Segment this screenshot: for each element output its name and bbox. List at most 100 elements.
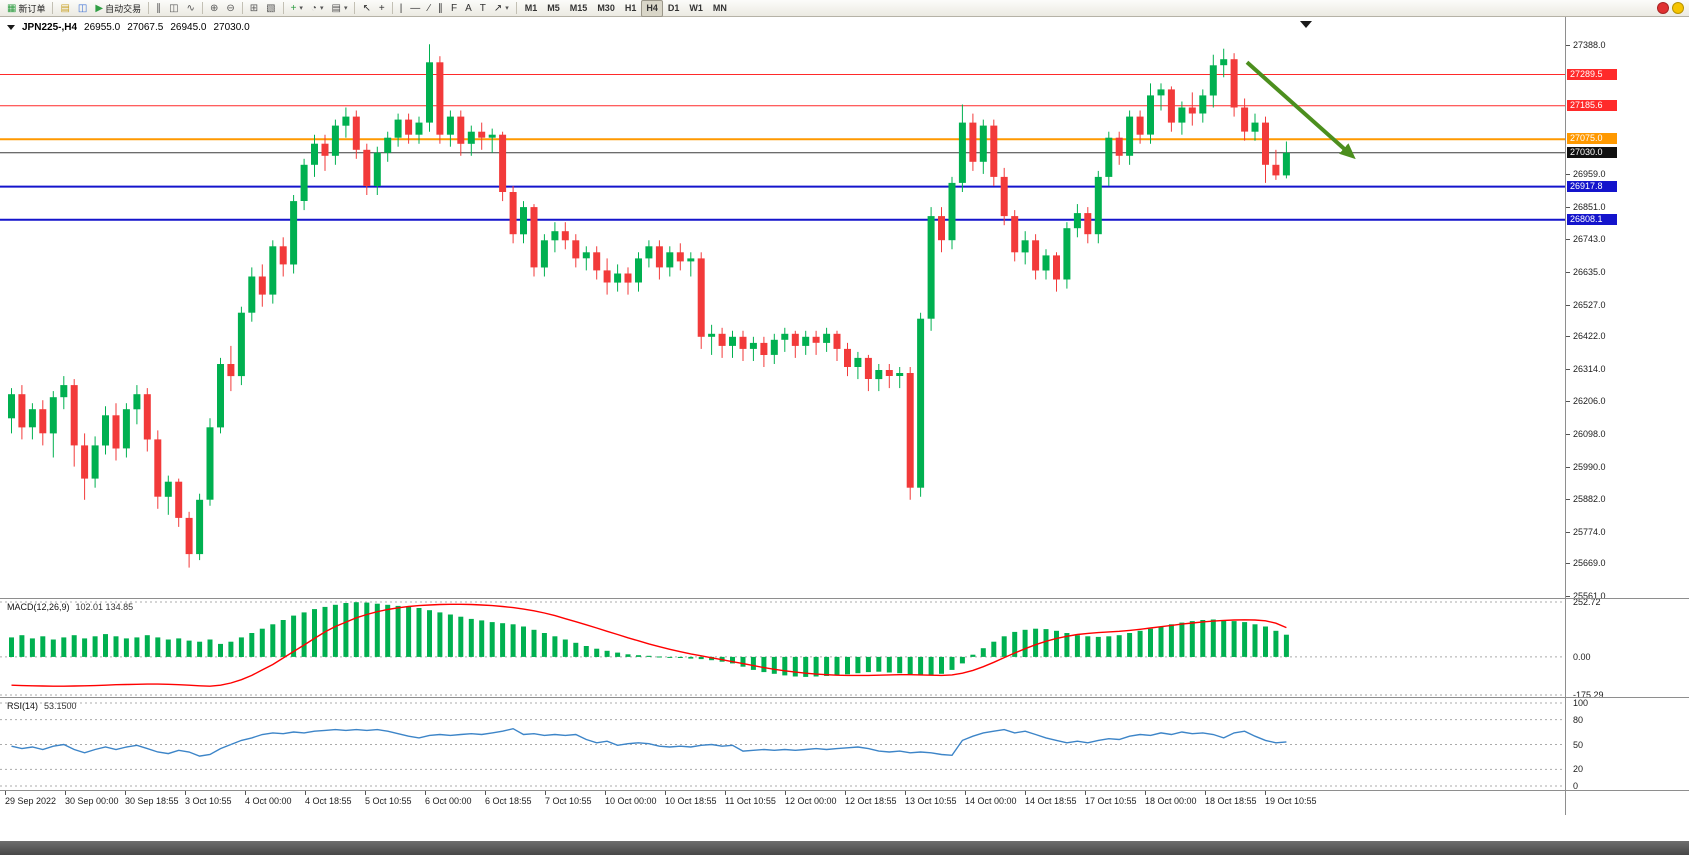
macd-histogram-bar xyxy=(562,639,568,657)
timeframe-D1[interactable]: D1 xyxy=(667,3,680,13)
timeframe-W1[interactable]: W1 xyxy=(689,3,703,13)
zoom-in-button[interactable]: ⊕ xyxy=(206,0,222,17)
candle-body xyxy=(990,125,998,177)
timeframe-M1[interactable]: M1 xyxy=(524,3,538,13)
time-axis-label: 12 Oct 00:00 xyxy=(785,796,837,806)
timeframe-M15[interactable]: M15 xyxy=(569,3,588,13)
candle-body xyxy=(175,481,183,518)
price-axis-label: 26527.0 xyxy=(1573,299,1606,310)
candle-body xyxy=(1053,255,1060,280)
rsi-axis-label: 0 xyxy=(1573,781,1579,791)
fibonacci-button[interactable]: F xyxy=(447,0,461,17)
periods-button[interactable]: ◔ ▾ xyxy=(307,0,328,17)
time-tick xyxy=(1085,791,1086,795)
price-axis-tickmark xyxy=(1566,596,1570,597)
candle-body xyxy=(279,246,287,265)
candle-body xyxy=(269,246,277,295)
candle-body xyxy=(1126,116,1134,156)
macd-histogram-bar xyxy=(165,639,171,657)
macd-histogram-bar xyxy=(385,604,391,657)
text-button[interactable]: A xyxy=(461,0,476,17)
time-tick xyxy=(905,791,906,795)
chart-window-button[interactable]: ▤ xyxy=(56,0,73,17)
templates-button[interactable]: ▤ ▾ xyxy=(327,0,351,17)
time-axis-label: 14 Oct 18:55 xyxy=(1025,796,1077,806)
candle-body xyxy=(624,273,632,283)
cursor-button[interactable]: ↖ xyxy=(358,0,374,17)
macd-histogram-bar xyxy=(447,614,453,657)
macd-histogram-bar xyxy=(1106,636,1112,657)
status-icon-red[interactable] xyxy=(1657,2,1669,14)
time-axis-label: 3 Oct 10:55 xyxy=(185,796,232,806)
line-chart-button[interactable]: ∿ xyxy=(183,0,199,17)
candlestick-chart-button[interactable]: ◫ xyxy=(165,0,182,17)
time-axis[interactable]: 29 Sep 2022 30 Sep 00:00 30 Sep 18:55 3 Oct… xyxy=(0,791,1565,815)
macd-histogram-bar xyxy=(1116,635,1122,657)
vertical-line-button[interactable]: | xyxy=(396,0,407,17)
bottom-bar xyxy=(0,841,1689,855)
price-axis[interactable]: 27388.0 26959.0 26851.0 26743.0 26635.0 26527… xyxy=(1565,17,1689,815)
horizontal-line-button[interactable]: — xyxy=(406,0,424,17)
price-chart-plot[interactable] xyxy=(0,17,1565,598)
chart-shift-marker[interactable] xyxy=(1300,21,1312,28)
new-order-button[interactable]: ▦ 新订单 xyxy=(3,0,49,17)
candle-body xyxy=(885,370,893,376)
time-tick xyxy=(1025,791,1026,795)
tile-windows-button[interactable]: ⊞ xyxy=(246,0,262,17)
time-tick xyxy=(65,791,66,795)
price-axis-label: 26959.0 xyxy=(1573,169,1606,180)
trendline-button[interactable]: ∕ xyxy=(424,0,434,17)
collapse-arrow-icon[interactable] xyxy=(7,25,15,30)
timeframe-MN[interactable]: MN xyxy=(712,3,727,13)
rsi-plot[interactable] xyxy=(0,698,1565,790)
price-level-badge: 27030.0 xyxy=(1567,146,1617,158)
time-tick xyxy=(1145,791,1146,795)
price-axis-label: 26422.0 xyxy=(1573,331,1606,342)
indicators-button[interactable]: + ▾ xyxy=(287,0,307,17)
timeframe-H1[interactable]: H1 xyxy=(624,3,637,13)
candle-body xyxy=(227,364,235,377)
arrows-button[interactable]: ↗ ▾ xyxy=(490,0,513,17)
macd-histogram-bar xyxy=(113,636,119,657)
macd-values: 102.01 134.85 xyxy=(75,602,134,612)
macd-histogram-bar xyxy=(374,603,380,657)
macd-plot[interactable] xyxy=(0,599,1565,697)
equidistant-channel-button[interactable]: ∥ xyxy=(434,0,447,17)
macd-histogram-bar xyxy=(750,656,756,670)
candle-body xyxy=(1094,176,1102,235)
time-tick xyxy=(725,791,726,795)
macd-histogram-bar xyxy=(1221,620,1227,657)
macd-axis-label: 252.72 xyxy=(1573,597,1601,607)
zoom-out-button[interactable]: ⊖ xyxy=(222,0,238,17)
macd-histogram-bar xyxy=(1189,621,1195,657)
status-icon-yellow[interactable] xyxy=(1672,2,1684,14)
crosshair-button[interactable]: + xyxy=(375,0,389,17)
timeframe-M30[interactable]: M30 xyxy=(597,3,615,13)
timeframe-M5[interactable]: M5 xyxy=(547,3,560,13)
time-tick xyxy=(185,791,186,795)
toolbar-separator xyxy=(282,2,284,14)
auto-arrange-button[interactable]: ▧ xyxy=(262,0,279,17)
market-watch-button[interactable]: ◫ xyxy=(74,0,91,17)
time-tick xyxy=(1205,791,1206,795)
macd-histogram-bar xyxy=(939,656,944,674)
macd-histogram-bar xyxy=(573,642,579,657)
macd-histogram-bar xyxy=(834,656,840,676)
text-label-button[interactable]: T xyxy=(476,0,490,17)
autotrading-button[interactable]: ▶ 自动交易 xyxy=(91,0,145,17)
time-axis-label: 7 Oct 10:55 xyxy=(545,796,592,806)
macd-histogram-bar xyxy=(771,656,777,674)
macd-histogram-bar xyxy=(918,656,924,676)
macd-histogram-bar xyxy=(291,615,297,657)
bar-chart-button[interactable]: ∥ xyxy=(152,0,165,17)
autotrading-button-icon: ▶ xyxy=(95,2,104,14)
panel-separator[interactable] xyxy=(0,598,1689,599)
candle-body xyxy=(70,385,78,446)
price-axis-label: 27388.0 xyxy=(1573,39,1606,50)
candle-body xyxy=(1251,122,1259,132)
candle-body xyxy=(635,258,642,283)
timeframe-H4[interactable]: H4 xyxy=(641,0,663,17)
text-button-icon: A xyxy=(465,2,472,14)
crosshair-button-icon: + xyxy=(378,2,385,14)
panel-separator[interactable] xyxy=(0,697,1689,698)
